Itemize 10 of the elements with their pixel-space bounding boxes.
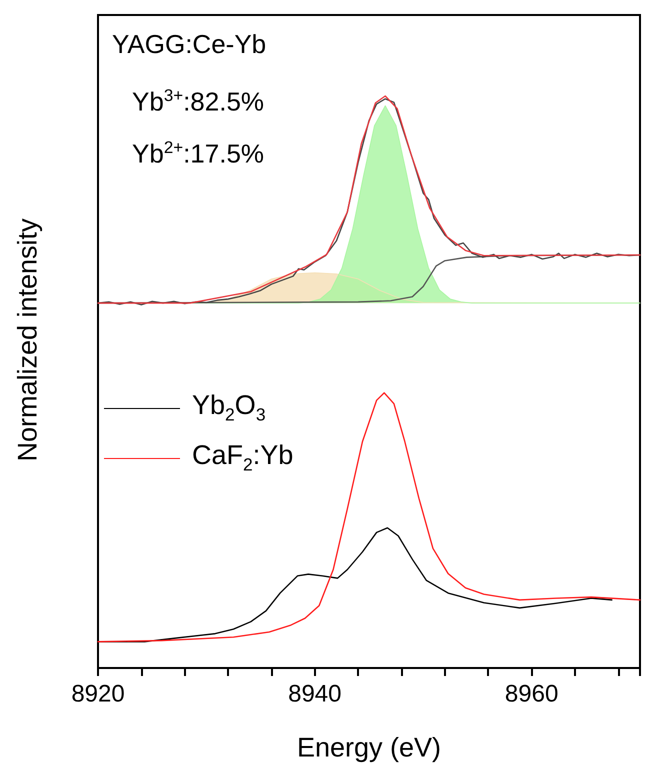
x-axis-title: Energy (eV): [296, 732, 442, 762]
text: YAGG:Ce-Yb: [112, 28, 266, 61]
x-tick-label: 8920: [71, 680, 125, 708]
legend-label: Yb$_{2}$O$_{3}$: [192, 390, 266, 426]
legend-label: CaF$_{2}$:Yb: [192, 440, 294, 476]
x-tick-label: 8940: [288, 680, 342, 708]
y-axis-title: Normalized intensity: [12, 218, 44, 462]
annotation: Yb$^{2+}$:17.5%: [132, 137, 264, 171]
x-tick-label: 8960: [504, 680, 558, 708]
annotation: Yb$^{3+}$:82.5%: [132, 85, 264, 119]
